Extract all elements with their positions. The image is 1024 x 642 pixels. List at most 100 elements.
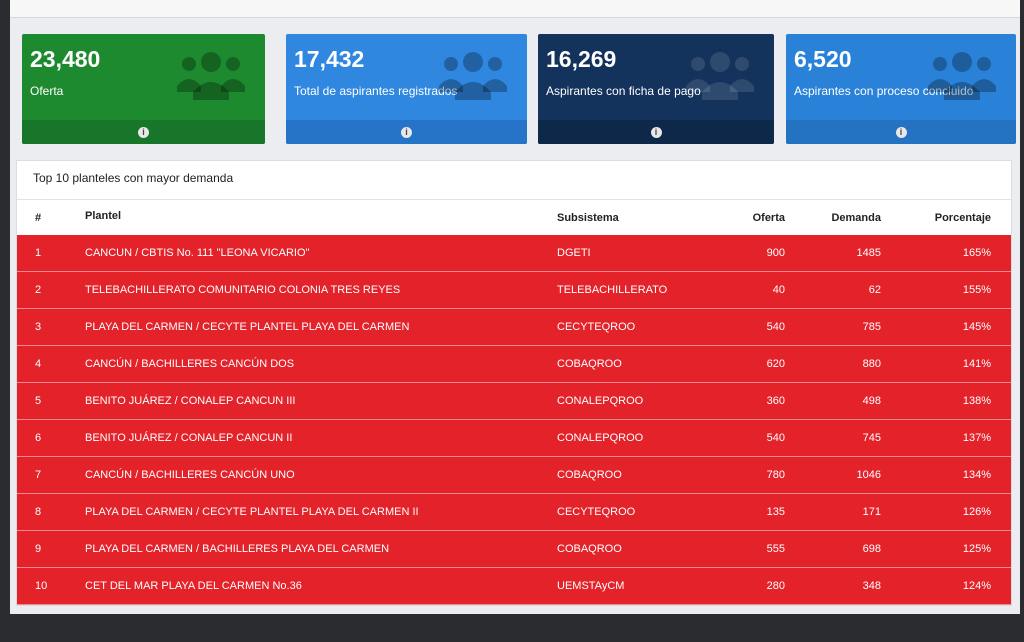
cell-subsistema: CONALEPQROO (557, 395, 644, 407)
cell-plantel: BENITO JUÁREZ / CONALEP CANCUN II (85, 432, 293, 444)
table-row[interactable]: 6 BENITO JUÁREZ / CONALEP CANCUN II CONA… (17, 420, 1011, 457)
card-footer[interactable]: i (286, 120, 527, 144)
header-demanda[interactable]: Demanda (831, 212, 881, 224)
stat-label: Oferta (30, 84, 64, 98)
cell-subsistema: CECYTEQROO (557, 321, 636, 333)
cell-porcentaje: 124% (962, 580, 991, 592)
cell-demanda: 171 (862, 506, 881, 518)
users-group-icon (177, 52, 245, 100)
cell-subsistema: CONALEPQROO (557, 432, 644, 444)
card-footer[interactable]: i (786, 120, 1016, 144)
stat-label: Total de aspirantes registrados (294, 84, 458, 98)
table-row[interactable]: 1 CANCUN / CBTIS No. 111 "LEONA VICARIO"… (17, 235, 1011, 272)
stat-card-total-aspirantes: 17,432 Total de aspirantes registrados i (286, 34, 527, 144)
header-subsistema[interactable]: Subsistema (557, 212, 619, 224)
cell-oferta: 555 (766, 543, 785, 555)
stat-value: 23,480 (30, 46, 101, 72)
cell-num: 8 (35, 506, 42, 518)
info-icon[interactable]: i (138, 126, 149, 138)
card-footer[interactable]: i (22, 120, 265, 144)
table-header: # Plantel Subsistema Oferta Demanda Porc… (17, 199, 1011, 235)
cell-demanda: 880 (862, 358, 881, 370)
stat-label: Aspirantes con ficha de pago (546, 84, 701, 98)
header-oferta[interactable]: Oferta (752, 212, 785, 224)
stat-label: Aspirantes con proceso concluido (794, 84, 974, 98)
cell-plantel: CANCÚN / BACHILLERES CANCÚN DOS (85, 358, 295, 370)
info-icon[interactable]: i (650, 126, 662, 138)
cell-num: 10 (35, 580, 48, 592)
info-icon[interactable]: i (401, 126, 412, 138)
card-footer[interactable]: i (538, 120, 774, 144)
cell-num: 3 (35, 321, 42, 333)
cell-subsistema: TELEBACHILLERATO (557, 284, 668, 296)
cell-subsistema: UEMSTAyCM (557, 580, 625, 592)
cell-demanda: 498 (862, 395, 881, 407)
cell-num: 7 (35, 469, 42, 481)
cell-plantel: TELEBACHILLERATO COMUNITARIO COLONIA TRE… (85, 284, 401, 296)
cell-num: 5 (35, 395, 42, 407)
cell-num: 4 (35, 358, 42, 370)
cell-plantel: BENITO JUÁREZ / CONALEP CANCUN III (85, 395, 296, 407)
cell-plantel: CANCÚN / BACHILLERES CANCÚN UNO (85, 469, 295, 481)
header-num[interactable]: # (35, 212, 42, 224)
table-body: 1 CANCUN / CBTIS No. 111 "LEONA VICARIO"… (17, 235, 1011, 605)
cell-plantel: CANCUN / CBTIS No. 111 "LEONA VICARIO" (85, 247, 310, 259)
cell-demanda: 1485 (856, 247, 881, 259)
table-row[interactable]: 3 PLAYA DEL CARMEN / CECYTE PLANTEL PLAY… (17, 309, 1011, 346)
cell-subsistema: COBAQROO (557, 358, 622, 370)
stat-card-proceso-concluido: 6,520 Aspirantes con proceso concluido i (786, 34, 1016, 144)
stat-card-oferta: 23,480 Oferta i (22, 34, 265, 144)
cell-demanda: 698 (862, 543, 881, 555)
cell-porcentaje: 165% (962, 247, 991, 259)
cell-plantel: CET DEL MAR PLAYA DEL CARMEN No.36 (85, 580, 302, 592)
top-planteles-panel: Top 10 planteles con mayor demanda # Pla… (16, 160, 1012, 606)
cell-oferta: 360 (766, 395, 785, 407)
table-row[interactable]: 4 CANCÚN / BACHILLERES CANCÚN DOS COBAQR… (17, 346, 1011, 383)
cell-num: 6 (35, 432, 42, 444)
cell-demanda: 348 (862, 580, 881, 592)
info-icon[interactable]: i (895, 126, 907, 138)
top-bar (10, 0, 1020, 18)
cell-demanda: 745 (862, 432, 881, 444)
users-group-icon (686, 52, 754, 100)
cell-porcentaje: 137% (962, 432, 991, 444)
cell-oferta: 620 (766, 358, 785, 370)
cell-porcentaje: 155% (962, 284, 991, 296)
cell-porcentaje: 141% (962, 358, 991, 370)
cell-plantel: PLAYA DEL CARMEN / CECYTE PLANTEL PLAYA … (85, 506, 419, 518)
cell-oferta: 780 (766, 469, 785, 481)
cell-oferta: 135 (766, 506, 785, 518)
cell-oferta: 40 (772, 284, 785, 296)
cell-oferta: 540 (766, 432, 785, 444)
users-group-icon (439, 52, 507, 100)
table-row[interactable]: 10 CET DEL MAR PLAYA DEL CARMEN No.36 UE… (17, 568, 1011, 605)
stat-value: 17,432 (294, 46, 365, 72)
stat-card-ficha-pago: 16,269 Aspirantes con ficha de pago i (538, 34, 774, 144)
cell-num: 2 (35, 284, 42, 296)
cell-oferta: 540 (766, 321, 785, 333)
dashboard-screen: 23,480 Oferta i 17,432 Total de aspirant… (10, 0, 1020, 614)
cell-porcentaje: 125% (962, 543, 991, 555)
cell-plantel: PLAYA DEL CARMEN / BACHILLERES PLAYA DEL… (85, 543, 390, 555)
table-row[interactable]: 2 TELEBACHILLERATO COMUNITARIO COLONIA T… (17, 272, 1011, 309)
cell-porcentaje: 138% (962, 395, 991, 407)
table-row[interactable]: 7 CANCÚN / BACHILLERES CANCÚN UNO COBAQR… (17, 457, 1011, 494)
cell-num: 9 (35, 543, 42, 555)
cell-oferta: 900 (766, 247, 785, 259)
cell-plantel: PLAYA DEL CARMEN / CECYTE PLANTEL PLAYA … (85, 321, 410, 333)
cell-porcentaje: 145% (962, 321, 991, 333)
header-porcentaje[interactable]: Porcentaje (934, 212, 991, 224)
cell-subsistema: COBAQROO (557, 543, 622, 555)
stat-cards: 23,480 Oferta i 17,432 Total de aspirant… (22, 34, 1016, 146)
cell-subsistema: COBAQROO (557, 469, 622, 481)
table-row[interactable]: 5 BENITO JUÁREZ / CONALEP CANCUN III CON… (17, 383, 1011, 420)
header-plantel[interactable]: Plantel (85, 210, 122, 222)
cell-num: 1 (35, 247, 42, 259)
table-row[interactable]: 9 PLAYA DEL CARMEN / BACHILLERES PLAYA D… (17, 531, 1011, 568)
cell-demanda: 1046 (856, 469, 881, 481)
cell-subsistema: DGETI (557, 247, 591, 259)
panel-title: Top 10 planteles con mayor demanda (33, 171, 234, 185)
table-row[interactable]: 8 PLAYA DEL CARMEN / CECYTE PLANTEL PLAY… (17, 494, 1011, 531)
cell-porcentaje: 126% (962, 506, 991, 518)
cell-porcentaje: 134% (962, 469, 991, 481)
